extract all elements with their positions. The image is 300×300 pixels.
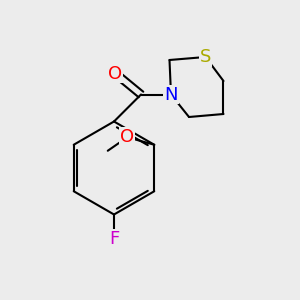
Text: S: S xyxy=(200,48,211,66)
Text: N: N xyxy=(164,85,178,103)
Text: O: O xyxy=(120,128,134,146)
Text: O: O xyxy=(108,64,123,82)
Text: F: F xyxy=(109,230,119,247)
